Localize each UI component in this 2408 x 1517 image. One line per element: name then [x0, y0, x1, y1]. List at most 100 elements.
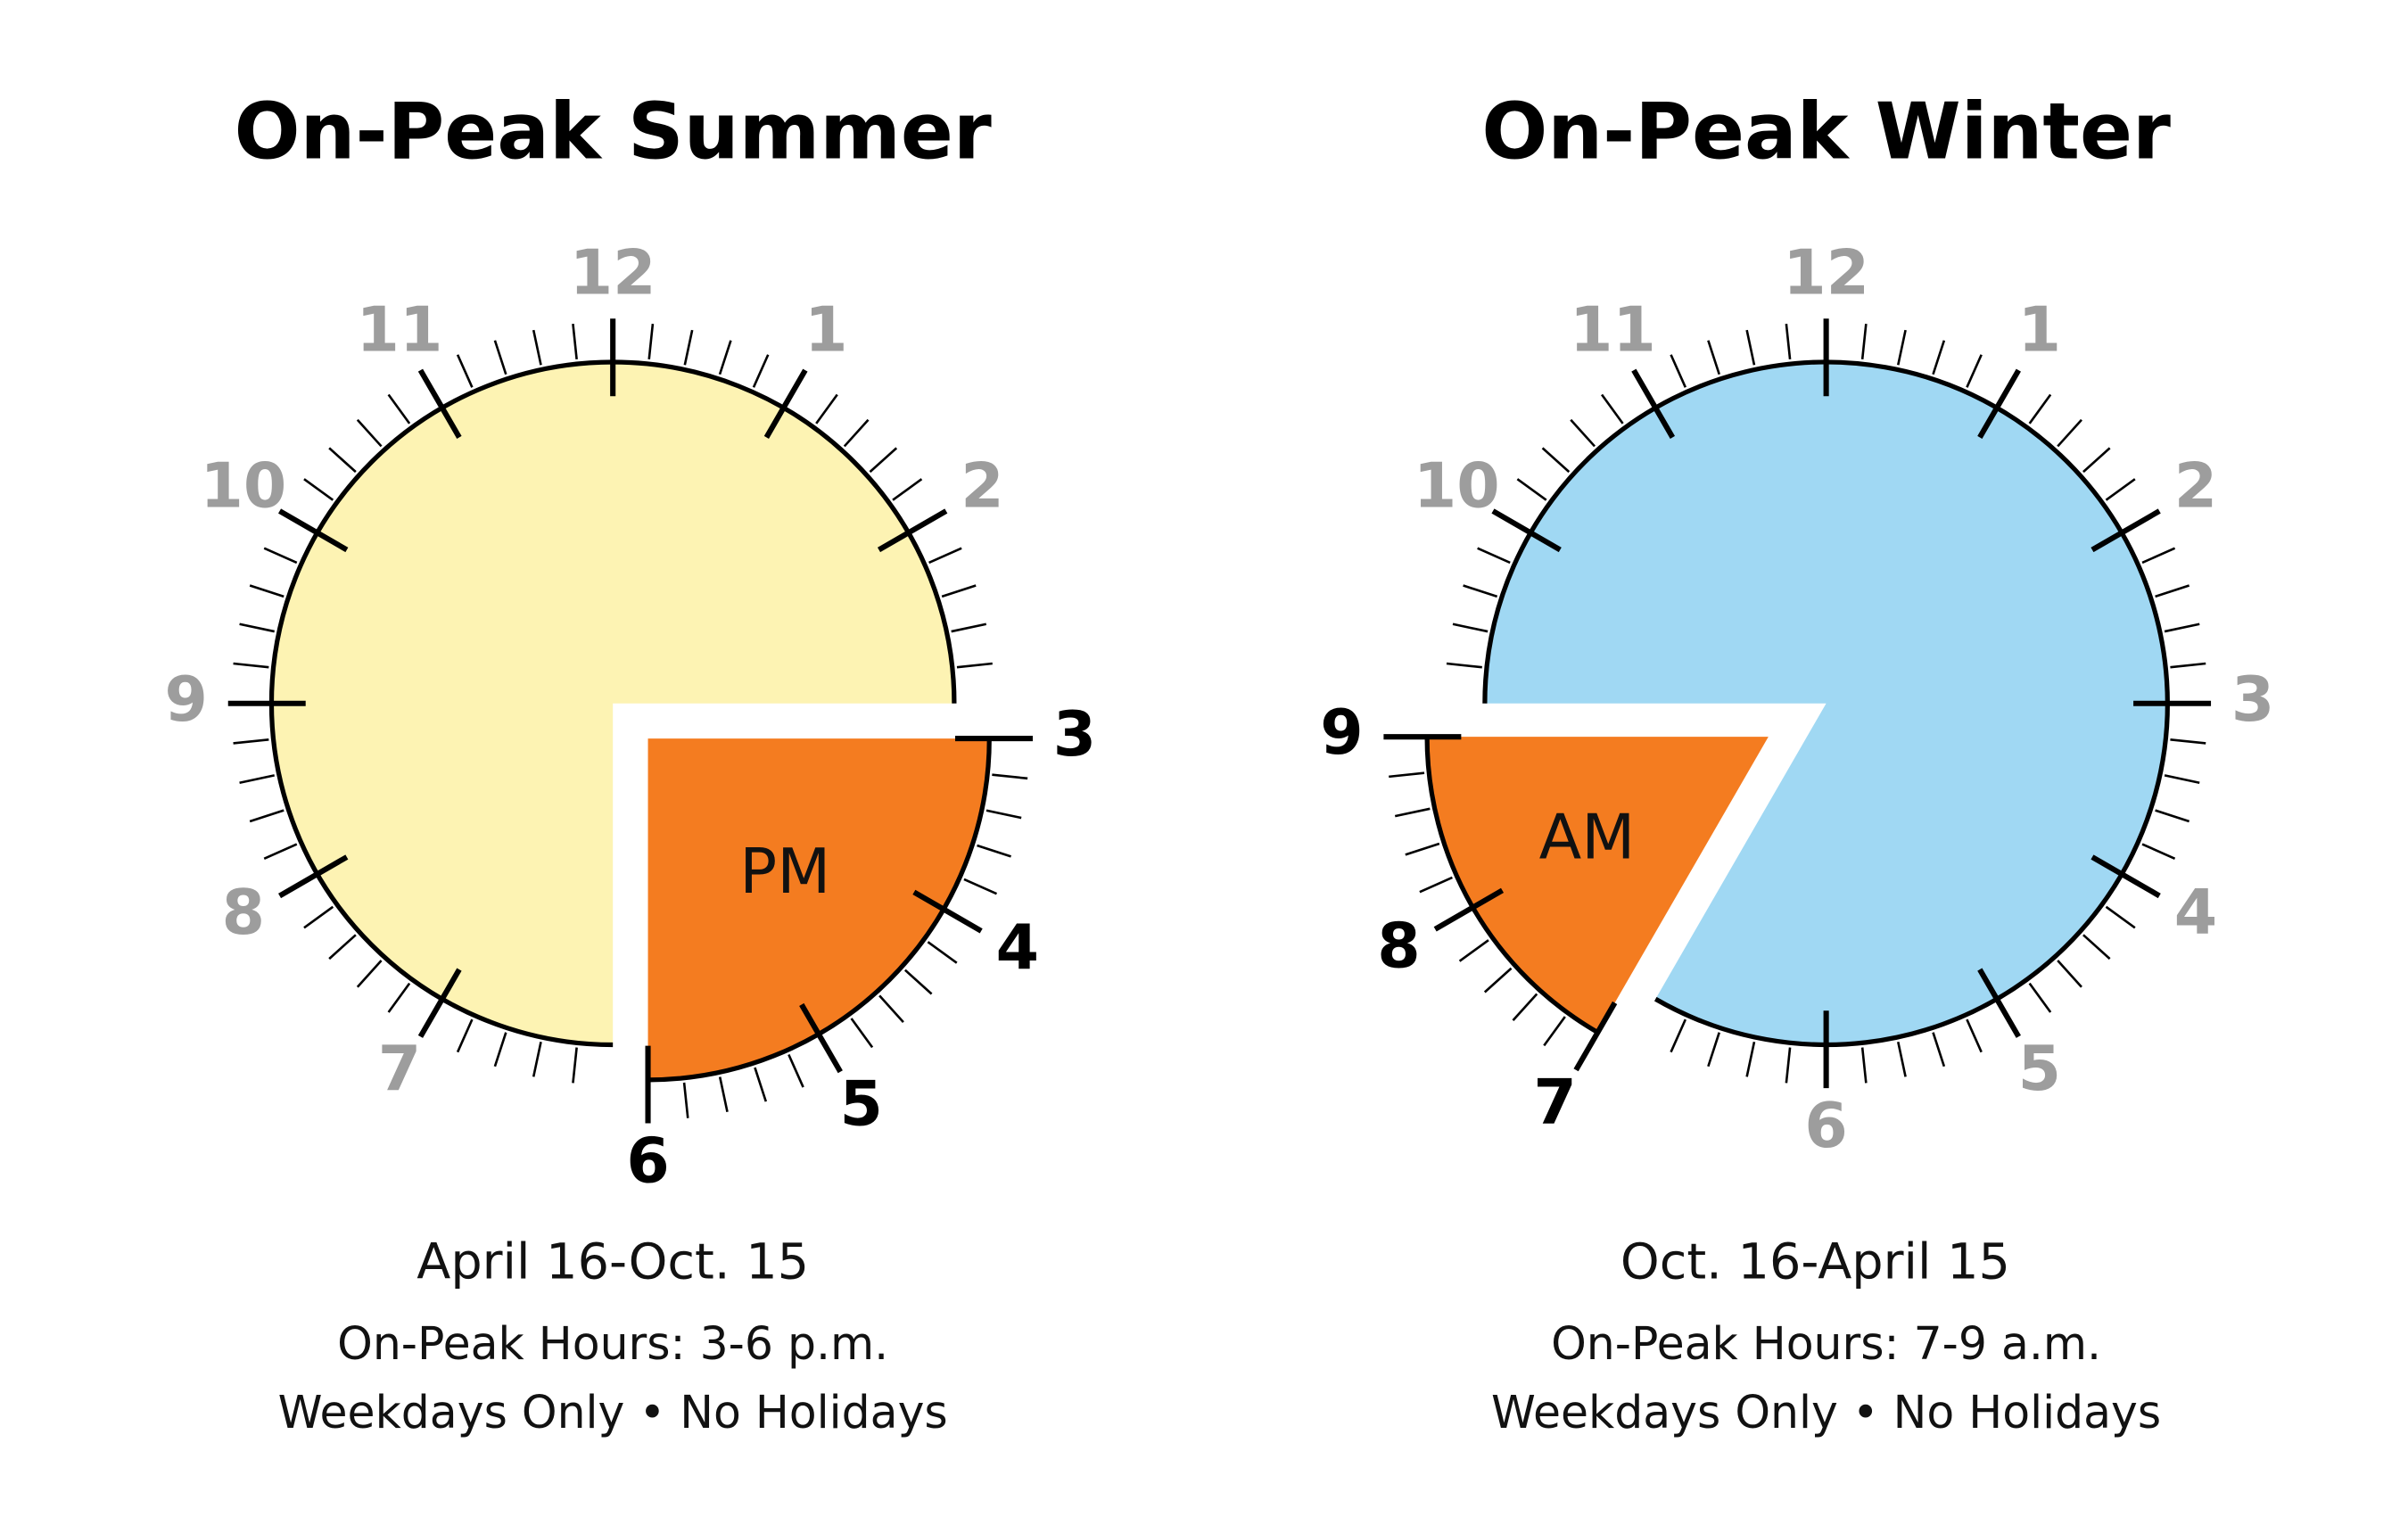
minute-tick	[239, 622, 275, 633]
hour-tick	[1573, 1001, 1618, 1072]
hour-tick	[799, 1002, 843, 1074]
hour-label: 3	[2231, 664, 2274, 736]
minute-tick	[1570, 418, 1596, 448]
hour-label: 8	[222, 877, 265, 949]
minute-tick	[752, 354, 770, 388]
minute-tick	[532, 329, 542, 366]
minute-tick	[1707, 340, 1720, 375]
hour-label: 6	[626, 1125, 669, 1198]
minute-tick	[233, 738, 269, 745]
peak-wedge	[647, 738, 990, 1080]
hour-label: 7	[1533, 1066, 1576, 1138]
minute-tick	[1966, 354, 1983, 388]
minute-tick	[850, 1018, 874, 1049]
minute-tick	[387, 982, 411, 1013]
minute-tick	[2105, 478, 2136, 501]
minute-tick	[1707, 1032, 1720, 1068]
minute-tick	[1896, 329, 1907, 366]
minute-tick	[2164, 774, 2200, 784]
hour-tick	[1491, 508, 1562, 553]
minute-tick	[1670, 1018, 1687, 1053]
hour-label: 8	[1377, 910, 1420, 982]
hour-label: 10	[200, 450, 286, 523]
hour-label: 2	[961, 450, 1003, 523]
minute-tick	[356, 418, 383, 448]
minute-tick	[356, 960, 383, 988]
minute-tick	[683, 329, 694, 366]
peak-wedge	[1427, 737, 1769, 1033]
minute-tick	[572, 323, 578, 360]
minute-tick	[1394, 807, 1431, 818]
minute-tick	[1389, 771, 1425, 779]
minute-tick	[2155, 809, 2190, 823]
minute-tick	[1785, 323, 1792, 360]
minute-tick	[1446, 662, 1482, 669]
minute-tick	[869, 447, 898, 474]
minute-tick	[754, 1067, 768, 1102]
minute-tick	[1543, 1016, 1566, 1047]
panel-title: On-Peak Summer	[235, 87, 992, 177]
minute-tick	[2141, 843, 2176, 861]
minute-tick	[1477, 547, 1511, 565]
minute-tick	[303, 478, 334, 501]
hour-label: 4	[996, 911, 1039, 984]
minute-tick	[328, 934, 357, 960]
minute-tick	[927, 941, 958, 964]
minute-tick	[1541, 447, 1571, 474]
hour-tick	[1631, 368, 1676, 439]
minute-tick	[1483, 967, 1513, 993]
minute-tick	[878, 994, 904, 1024]
hour-tick	[417, 368, 462, 439]
hours-text: On-Peak Hours: 3-6 p.m.	[337, 1317, 888, 1370]
minute-tick	[239, 774, 275, 784]
minute-tick	[1670, 354, 1687, 388]
minute-tick	[963, 878, 998, 895]
minute-tick	[2028, 393, 2052, 425]
minute-tick	[718, 1076, 729, 1112]
hour-tick	[877, 508, 948, 553]
minute-tick	[2155, 584, 2190, 598]
date-range: Oct. 16-April 15	[1620, 1233, 2010, 1291]
minute-tick	[1896, 1041, 1907, 1077]
minute-tick	[682, 1082, 689, 1118]
hour-label: 5	[2018, 1033, 2061, 1105]
hour-label: 7	[378, 1033, 421, 1105]
hours-text: On-Peak Hours: 7-9 a.m.	[1551, 1317, 2101, 1370]
minute-tick	[2057, 960, 2082, 988]
minute-tick	[263, 547, 298, 565]
minute-tick	[328, 447, 357, 474]
minute-tick	[1601, 393, 1624, 425]
date-range: April 16-Oct. 15	[416, 1233, 809, 1291]
hour-tick	[278, 508, 349, 553]
minute-tick	[1860, 323, 1868, 360]
minute-tick	[2057, 418, 2082, 448]
hour-label: 4	[2174, 877, 2217, 949]
hour-label: 2	[2174, 450, 2217, 523]
minute-tick	[815, 393, 838, 425]
minute-tick	[1516, 478, 1547, 501]
minute-tick	[1452, 622, 1489, 633]
minute-tick	[2170, 662, 2206, 669]
hour-label: 11	[357, 293, 443, 366]
minute-tick	[2105, 905, 2136, 929]
minute-tick	[1512, 993, 1538, 1022]
hour-tick	[1977, 368, 2021, 439]
minute-tick	[249, 584, 285, 598]
minute-tick	[941, 584, 977, 598]
minute-tick	[2082, 934, 2111, 960]
hour-label: 3	[1053, 698, 1096, 771]
clock-rim	[268, 359, 957, 1048]
minute-tick	[1785, 1047, 1792, 1084]
minute-tick	[456, 1018, 474, 1053]
minute-tick	[456, 354, 474, 388]
minute-tick	[977, 844, 1011, 858]
hour-label: 9	[165, 664, 208, 736]
minute-tick	[249, 809, 285, 823]
note-text: Weekdays Only • No Holidays	[278, 1386, 948, 1439]
panel-title: On-Peak Winter	[1481, 87, 2171, 177]
minute-tick	[956, 662, 993, 669]
minute-tick	[843, 418, 870, 448]
minute-tick	[718, 340, 732, 375]
